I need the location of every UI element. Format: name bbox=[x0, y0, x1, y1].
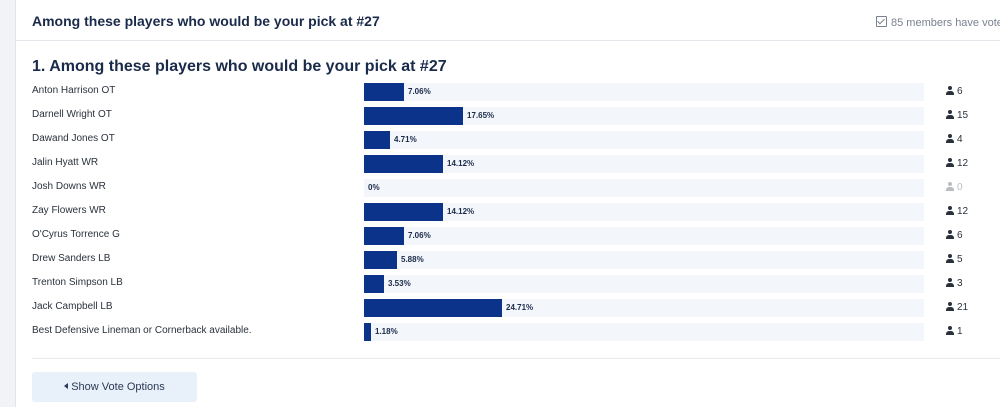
poll-option-row: Darnell Wright OT 17.65% 15 bbox=[16, 106, 1000, 126]
vote-count-value: 5 bbox=[957, 254, 963, 265]
vote-count-value: 12 bbox=[957, 158, 969, 169]
caret-left-icon bbox=[64, 383, 69, 389]
vote-count: 0 bbox=[946, 181, 963, 193]
poll-panel: Among these players who would be your pi… bbox=[15, 0, 1000, 407]
vote-count-value: 6 bbox=[957, 86, 963, 97]
result-bar-track: 3.53% bbox=[364, 275, 924, 293]
user-icon bbox=[946, 182, 954, 191]
result-bar-track: 0% bbox=[364, 179, 924, 197]
show-vote-options-label: Show Vote Options bbox=[71, 381, 165, 393]
poll-option-row: Trenton Simpson LB 3.53% 3 bbox=[16, 274, 1000, 294]
checkbox-icon bbox=[876, 16, 887, 27]
result-percent: 3.53% bbox=[388, 279, 411, 288]
option-label: Anton Harrison OT bbox=[32, 85, 116, 96]
result-bar-fill bbox=[364, 323, 371, 341]
vote-count: 3 bbox=[946, 277, 963, 289]
result-percent: 24.71% bbox=[506, 303, 534, 312]
result-bar-track: 5.88% bbox=[364, 251, 924, 269]
option-label: Jalin Hyatt WR bbox=[32, 157, 99, 168]
vote-count: 15 bbox=[946, 109, 968, 121]
user-icon bbox=[946, 302, 954, 311]
vote-count: 5 bbox=[946, 253, 963, 265]
result-bar-fill bbox=[364, 275, 384, 293]
vote-count-value: 6 bbox=[957, 230, 963, 241]
result-percent: 7.06% bbox=[408, 231, 431, 240]
option-label: O'Cyrus Torrence G bbox=[32, 229, 120, 240]
option-label: Darnell Wright OT bbox=[32, 109, 112, 120]
divider bbox=[32, 358, 1000, 359]
vote-count-value: 4 bbox=[957, 134, 963, 145]
user-icon bbox=[946, 86, 954, 95]
vote-count: 1 bbox=[946, 325, 963, 337]
result-bar-track: 7.06% bbox=[364, 227, 924, 245]
vote-count-value: 1 bbox=[957, 326, 963, 337]
user-icon bbox=[946, 278, 954, 287]
poll-option-row: Drew Sanders LB 5.88% 5 bbox=[16, 250, 1000, 270]
user-icon bbox=[946, 206, 954, 215]
poll-option-row: Zay Flowers WR 14.12% 12 bbox=[16, 202, 1000, 222]
result-percent: 17.65% bbox=[467, 111, 495, 120]
option-label: Trenton Simpson LB bbox=[32, 277, 123, 288]
show-vote-options-button[interactable]: Show Vote Options bbox=[32, 372, 197, 402]
poll-option-row: Dawand Jones OT 4.71% 4 bbox=[16, 130, 1000, 150]
vote-count: 21 bbox=[946, 301, 968, 313]
vote-count-value: 21 bbox=[957, 302, 969, 313]
result-bar-fill bbox=[364, 131, 390, 149]
user-icon bbox=[946, 110, 954, 119]
option-label: Dawand Jones OT bbox=[32, 133, 115, 144]
user-icon bbox=[946, 158, 954, 167]
result-percent: 4.71% bbox=[394, 135, 417, 144]
vote-count-value: 0 bbox=[957, 182, 963, 193]
result-bar-fill bbox=[364, 203, 443, 221]
members-voted-indicator: 85 members have vote bbox=[876, 15, 1000, 29]
result-bar-track: 1.18% bbox=[364, 323, 924, 341]
poll-option-row: Anton Harrison OT 7.06% 6 bbox=[16, 82, 1000, 102]
result-bar-track: 14.12% bbox=[364, 203, 924, 221]
vote-count: 12 bbox=[946, 205, 968, 217]
option-label: Jack Campbell LB bbox=[32, 301, 113, 312]
result-percent: 7.06% bbox=[408, 87, 431, 96]
result-percent: 1.18% bbox=[375, 327, 398, 336]
result-bar-fill bbox=[364, 251, 397, 269]
user-icon bbox=[946, 230, 954, 239]
vote-count: 12 bbox=[946, 157, 968, 169]
result-bar-track: 24.71% bbox=[364, 299, 924, 317]
poll-option-row: Jack Campbell LB 24.71% 21 bbox=[16, 298, 1000, 318]
vote-count: 4 bbox=[946, 133, 963, 145]
result-bar-track: 4.71% bbox=[364, 131, 924, 149]
members-voted-text: 85 members have vote bbox=[891, 17, 1000, 29]
poll-option-row: O'Cyrus Torrence G 7.06% 6 bbox=[16, 226, 1000, 246]
result-bar-track: 14.12% bbox=[364, 155, 924, 173]
result-bar-track: 17.65% bbox=[364, 107, 924, 125]
poll-header: Among these players who would be your pi… bbox=[16, 0, 1000, 41]
poll-header-title: Among these players who would be your pi… bbox=[32, 13, 380, 29]
option-label: Best Defensive Lineman or Cornerback ava… bbox=[32, 325, 252, 336]
result-bar-track: 7.06% bbox=[364, 83, 924, 101]
user-icon bbox=[946, 134, 954, 143]
result-percent: 5.88% bbox=[401, 255, 424, 264]
vote-count-value: 15 bbox=[957, 110, 969, 121]
result-bar-fill bbox=[364, 83, 404, 101]
result-bar-fill bbox=[364, 107, 463, 125]
vote-count: 6 bbox=[946, 229, 963, 241]
result-bar-fill bbox=[364, 155, 443, 173]
result-percent: 0% bbox=[368, 183, 380, 192]
result-percent: 14.12% bbox=[447, 207, 475, 216]
question-title: 1. Among these players who would be your… bbox=[32, 58, 447, 75]
option-label: Josh Downs WR bbox=[32, 181, 106, 192]
vote-count: 6 bbox=[946, 85, 963, 97]
result-bar-fill bbox=[364, 227, 404, 245]
option-label: Zay Flowers WR bbox=[32, 205, 106, 216]
user-icon bbox=[946, 254, 954, 263]
user-icon bbox=[946, 326, 954, 335]
poll-option-row: Best Defensive Lineman or Cornerback ava… bbox=[16, 322, 1000, 342]
poll-option-row: Jalin Hyatt WR 14.12% 12 bbox=[16, 154, 1000, 174]
result-bar-fill bbox=[364, 299, 502, 317]
vote-count-value: 12 bbox=[957, 206, 969, 217]
result-percent: 14.12% bbox=[447, 159, 475, 168]
vote-count-value: 3 bbox=[957, 278, 963, 289]
poll-option-row: Josh Downs WR 0% 0 bbox=[16, 178, 1000, 198]
option-label: Drew Sanders LB bbox=[32, 253, 111, 264]
